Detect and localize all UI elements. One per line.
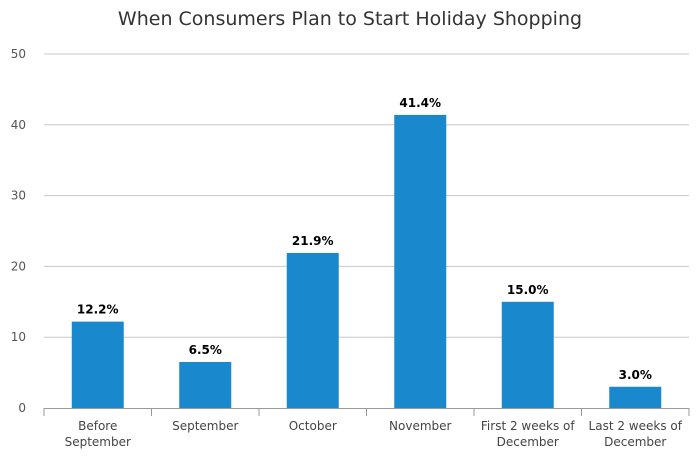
data-label: 6.5% <box>189 343 222 357</box>
x-tick-label: September <box>172 419 238 433</box>
y-tick-label: 40 <box>11 118 26 132</box>
x-tick-label: November <box>389 419 451 433</box>
x-axis: Before September September October November F… <box>43 408 690 449</box>
x-tick-label: September <box>65 435 131 449</box>
x-tick-label: Last 2 weeks of <box>589 419 683 433</box>
bar <box>394 114 447 408</box>
data-label: 15.0% <box>507 283 549 297</box>
gridlines <box>44 53 689 338</box>
chart-title: When Consumers Plan to Start Holiday Sho… <box>117 8 583 30</box>
bar <box>71 321 124 408</box>
x-tick-label: December <box>497 435 559 449</box>
x-tick-label: Before <box>78 419 117 433</box>
bar <box>609 386 662 408</box>
data-label: 41.4% <box>399 96 441 110</box>
bars <box>71 114 662 408</box>
bar <box>286 252 339 408</box>
y-tick-label: 20 <box>11 259 26 273</box>
x-tick-label: December <box>604 435 666 449</box>
y-tick-label: 50 <box>11 47 26 61</box>
data-labels: 12.2% 6.5% 21.9% 41.4% 15.0% 3.0% <box>77 96 652 382</box>
x-tick-label: First 2 weeks of <box>481 419 575 433</box>
y-tick-label: 30 <box>11 189 26 203</box>
data-label: 12.2% <box>77 303 119 317</box>
data-label: 3.0% <box>619 368 652 382</box>
x-tick-label: October <box>289 419 337 433</box>
y-axis-ticks: 0 10 20 30 40 50 <box>11 47 26 415</box>
y-tick-label: 10 <box>11 330 26 344</box>
y-tick-label: 0 <box>18 401 26 415</box>
data-label: 21.9% <box>292 234 334 248</box>
bar <box>179 361 232 408</box>
bar <box>501 301 554 408</box>
